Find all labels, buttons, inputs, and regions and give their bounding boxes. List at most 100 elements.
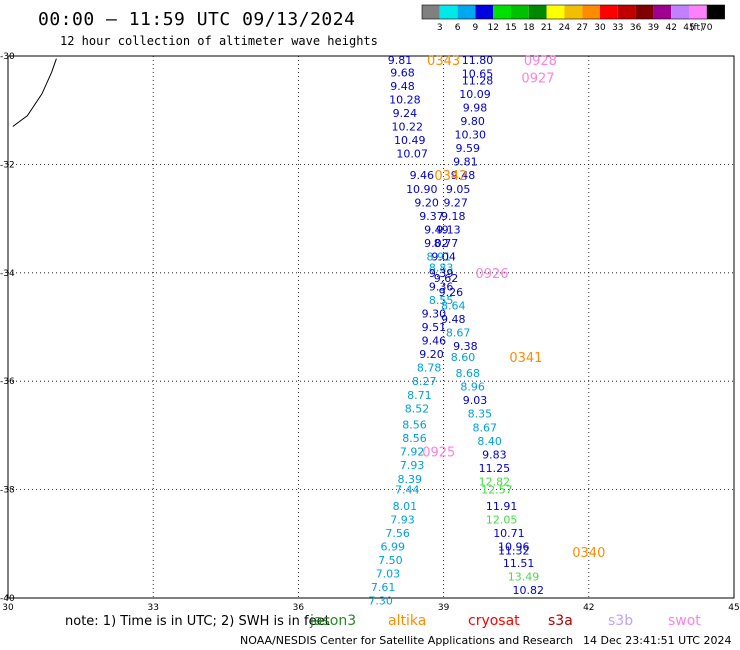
colorbar-swatch (439, 5, 458, 19)
x-tick-label: 42 (583, 603, 594, 613)
y-axis-ticks: -30 -32 -34 -36 -38 -40 (0, 52, 15, 604)
chart-subtitle: 12 hour collection of altimeter wave hei… (60, 34, 378, 48)
swh-value: 9.68 (390, 66, 415, 79)
pass-time-label: 0340 (572, 546, 605, 561)
swh-value: 8.60 (451, 351, 476, 364)
satellite-name: jason3 (309, 613, 356, 629)
swh-value: 12.05 (486, 513, 518, 526)
swh-value: 6.99 (381, 541, 406, 554)
swh-value: 8.56 (402, 432, 427, 445)
swh-value: 8.67 (446, 326, 471, 339)
swh-value: 9.59 (456, 142, 481, 155)
time-labels: 0343 0342 0341 0340 0928 0927 0926 0925 (422, 54, 605, 561)
swh-value: 7.03 (376, 568, 401, 581)
swh-value: 10.30 (454, 129, 486, 142)
swh-value: 12.57 (481, 484, 513, 497)
swh-value: 9.46 (422, 335, 447, 348)
colorbar-label: 24 (559, 23, 571, 33)
x-tick-label: 36 (293, 603, 305, 613)
coastline (12, 58, 57, 127)
swh-value: 9.48 (390, 80, 415, 93)
swh-value: 9.48 (441, 313, 466, 326)
colorbar-label: 70 (701, 23, 713, 33)
footer-note: note: 1) Time is in UTC; 2) SWH is in fe… (65, 614, 330, 629)
y-tick-label: -38 (0, 486, 15, 496)
colorbar-swatch (653, 5, 672, 19)
swh-value: 9.81 (388, 54, 413, 67)
colorbar-label: 21 (541, 23, 552, 33)
swh-value: 8.91 (427, 251, 452, 264)
swh-value: 10.96 (498, 541, 530, 554)
colorbar-label: 18 (523, 23, 535, 33)
swh-value: 9.62 (434, 272, 459, 285)
swh-value: 7.93 (400, 459, 425, 472)
colorbar-label: 3 (437, 23, 443, 33)
plot-border (7, 55, 735, 599)
swh-value: 9.36 (429, 280, 454, 293)
swh-value: 8.83 (429, 261, 454, 274)
colorbar-label: 30 (594, 23, 606, 33)
colorbar-swatch (546, 5, 565, 19)
colorbar-label: 45 (683, 23, 694, 33)
swh-value: 9.20 (414, 196, 439, 209)
swh-value: 10.49 (394, 134, 426, 147)
swh-value: 9.39 (429, 267, 454, 280)
swh-value: 7.44 (395, 484, 420, 497)
swh-value: 7.56 (385, 527, 410, 540)
swh-value: 9.48 (451, 169, 476, 182)
x-tick-label: 33 (147, 603, 158, 613)
swh-value: 7.92 (400, 446, 425, 459)
swh-value: 9.26 (439, 286, 464, 299)
colorbar-frame (421, 4, 725, 20)
swh-value: 10.07 (396, 148, 428, 161)
colorbar-unit: (ft) (690, 23, 704, 33)
y-tick-label: -32 (0, 160, 15, 170)
colorbar-label: 33 (612, 23, 623, 33)
pass-time-label: 0343 (427, 54, 460, 69)
swh-value: 9.02 (424, 237, 449, 250)
swh-value: 11.32 (498, 544, 530, 557)
swh-value: 10.22 (392, 120, 424, 133)
swh-value: 9.98 (463, 101, 488, 114)
swh-value: 8.96 (460, 381, 485, 394)
colorbar-label: 15 (505, 23, 516, 33)
colorbar-swatch (475, 5, 494, 19)
coastline-path (12, 58, 57, 127)
swh-value: 9.83 (482, 448, 507, 461)
swh-value: 11.28 (462, 74, 494, 87)
swh-value: 8.39 (397, 473, 422, 486)
colorbar-label: 39 (648, 23, 660, 33)
swh-value: 9.49 (424, 223, 449, 236)
colorbar-swatch (457, 5, 476, 19)
swh-value: 9.27 (443, 196, 468, 209)
data-points: 9.819.689.4810.289.2410.2210.4910.079.46… (368, 54, 544, 608)
chart-title: 00:00 – 11:59 UTC 09/13/2024 (38, 9, 355, 30)
swh-value: 10.65 (462, 67, 494, 80)
swh-value: 8.78 (417, 362, 442, 375)
swh-value: 8.56 (402, 419, 427, 432)
swh-value: 8.35 (468, 408, 493, 421)
x-tick-label: 45 (728, 603, 739, 613)
colorbar-swatch (564, 5, 583, 19)
swh-value: 11.91 (486, 500, 518, 513)
colorbar-label: 12 (487, 23, 498, 33)
swh-value: 7.50 (378, 554, 403, 567)
colorbar-swatch (671, 5, 689, 19)
x-axis-ticks: 30 33 36 39 42 45 (2, 603, 739, 613)
pass-time-label: 0925 (422, 446, 455, 461)
swh-value: 8.67 (472, 421, 497, 434)
swh-value: 9.05 (446, 183, 471, 196)
colorbar-label: 27 (576, 23, 587, 33)
colorbar-swatch (617, 5, 636, 19)
swh-value: 10.28 (389, 93, 421, 106)
satellite-name: swot (668, 613, 701, 629)
swh-value: 10.90 (406, 183, 438, 196)
pass-time-label: 0341 (509, 351, 542, 366)
swh-value: 8.77 (434, 237, 459, 250)
colorbar-swatch (689, 5, 707, 19)
swh-value: 7.61 (371, 581, 396, 594)
y-tick-label: -30 (0, 52, 15, 62)
y-tick-label: -34 (0, 269, 15, 279)
satellite-name: s3a (548, 613, 573, 629)
